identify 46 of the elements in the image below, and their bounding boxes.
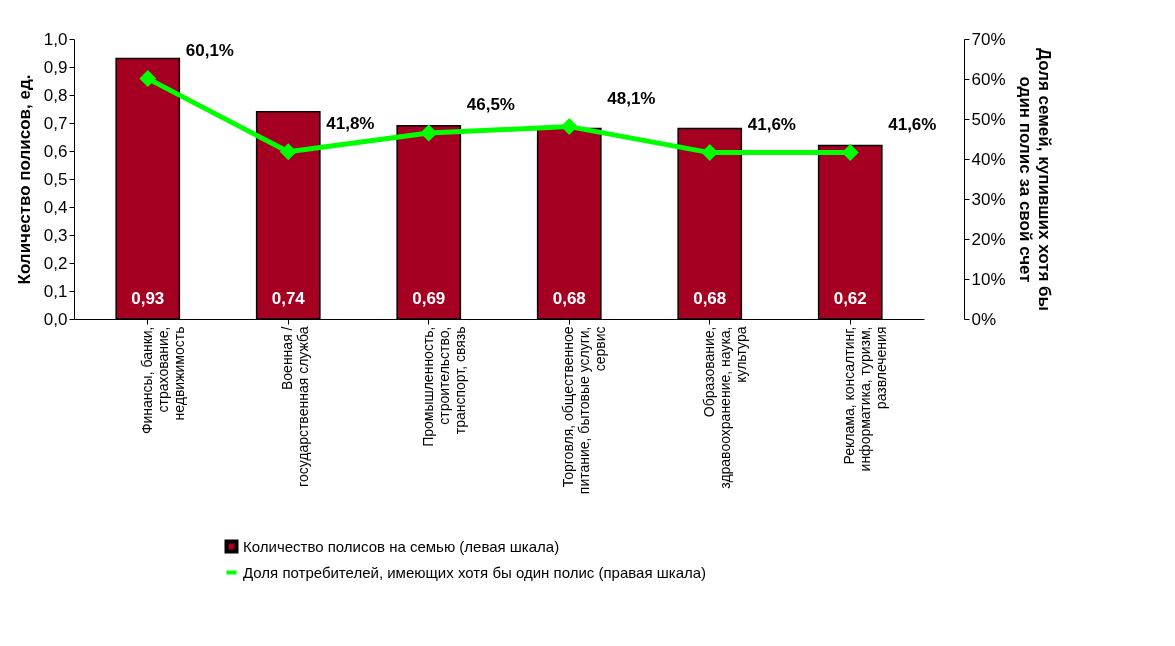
y2-tick-label: 0% [971, 309, 997, 329]
y-tick-label: 0,1 [43, 281, 68, 301]
point [701, 144, 718, 161]
y-tick-label: 0,2 [43, 253, 68, 273]
point [280, 143, 297, 160]
point [842, 144, 859, 161]
data-label: 0,74 [271, 289, 306, 308]
data-label: 0,62 [833, 289, 867, 308]
data-label: 0,68 [693, 289, 727, 308]
y-tick-label: 0,7 [43, 113, 68, 133]
data-label: 0,68 [552, 289, 586, 308]
y-tick-label: 0,5 [43, 169, 68, 189]
legend-label: Доля потребителей, имеющих хотя бы один полис (правая шкала) [243, 563, 707, 581]
data-label: 41,6% [747, 114, 796, 134]
x-tick-label: Реклама, консалтинг, информатика, туризм, развлечения [841, 326, 890, 472]
x-tick-label: Образование, здравоохранение, наука, культура [700, 326, 749, 489]
y2-tick-label: 40% [971, 149, 1006, 169]
y2-tick-label: 50% [971, 109, 1006, 129]
y-tick-label: 0,4 [43, 197, 68, 217]
y-tick-label: 0,0 [43, 309, 68, 329]
point [561, 118, 578, 135]
y-tick-label: 0,6 [43, 141, 68, 161]
x-tick-label: Финансы, банки, страхование, недвижимость [138, 326, 187, 435]
point [139, 70, 156, 87]
y2-tick-label: 10% [971, 269, 1006, 289]
x-tick-label: Промышленность, строительство, транспорт, связь [419, 326, 468, 447]
y2-tick-label: 20% [971, 229, 1006, 249]
data-label: 60,1% [185, 40, 234, 60]
data-label: 48,1% [607, 88, 656, 108]
y-tick-label: 0,3 [43, 225, 68, 245]
data-label: 46,5% [466, 95, 515, 114]
x-tick-label: Торговля, общественное питание, бытовые услуги, сервис [560, 326, 609, 495]
y-axis-title: Количество полисов, ед. [14, 74, 34, 285]
y2-axis-title: Доля семей, купивших хотя бы один полис за свой счет [1015, 47, 1054, 312]
data-label: 41,8% [326, 113, 375, 133]
legend-label: Количество полисов на семью (левая шкала) [243, 537, 560, 555]
data-label: 0,93 [131, 289, 165, 308]
y2-tick-label: 30% [971, 189, 1006, 209]
y-tick-label: 0,8 [43, 85, 68, 105]
data-label: 41,6% [888, 114, 937, 134]
point [420, 124, 437, 142]
y-tick-label: 0,9 [43, 57, 68, 77]
y-tick-label: 1,0 [43, 29, 68, 49]
data-label: 0,69 [412, 289, 446, 308]
y2-tick-label: 60% [971, 69, 1006, 89]
y2-tick-label: 70% [971, 29, 1006, 49]
